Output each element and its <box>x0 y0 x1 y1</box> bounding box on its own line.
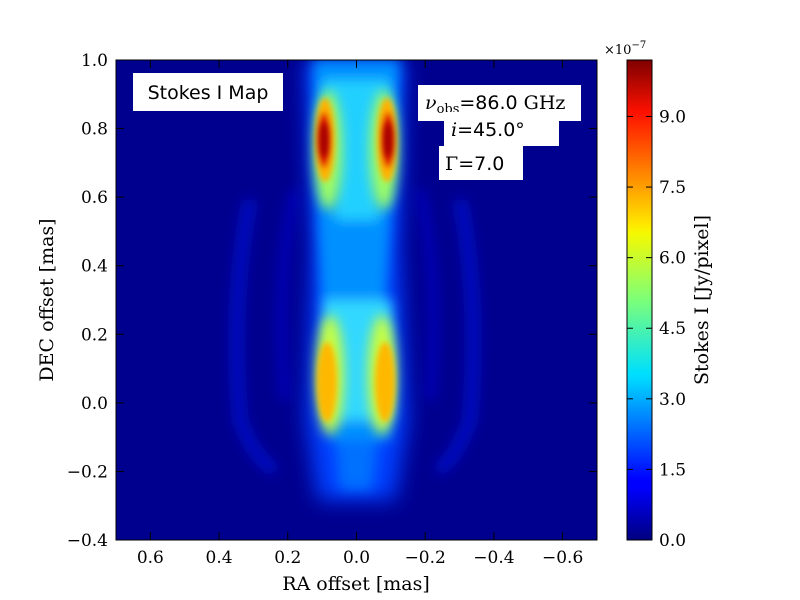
colorbar-tick-label: 7.5 <box>659 178 686 198</box>
incl-box <box>444 112 559 146</box>
colorbar-tick-label: 0.0 <box>659 531 686 551</box>
colorbar-label: Stokes I [Jy/pixel] <box>691 215 713 385</box>
freq-annotation: νobs=86.0 GHz <box>425 92 565 117</box>
colorbar-tick-label: 4.5 <box>659 319 686 339</box>
x-tick-label: 0.4 <box>206 548 233 568</box>
x-axis-label: RA offset [mas] <box>282 573 430 595</box>
y-tick-label: 0.8 <box>81 120 108 140</box>
y-tick-label: 0.6 <box>81 188 108 208</box>
title-box <box>133 73 283 111</box>
colorbar-tick-label: 9.0 <box>659 107 686 127</box>
y-tick-label: 0.2 <box>81 325 108 345</box>
y-tick-label: −0.4 <box>67 531 108 551</box>
x-tick-label: 0.6 <box>137 548 164 568</box>
colorbar-tick-label: 3.0 <box>659 390 686 410</box>
y-tick-label: −0.2 <box>67 462 108 482</box>
x-tick-label: −0.6 <box>542 548 583 568</box>
x-tick-label: 0.0 <box>343 548 370 568</box>
gamma-box <box>439 146 523 180</box>
colorbar-tick-label: 1.5 <box>659 460 686 480</box>
y-tick-label: 0.0 <box>81 394 108 414</box>
x-tick-label: −0.2 <box>405 548 446 568</box>
colorbar-multiplier: ×10−7 <box>604 40 646 58</box>
lorentz-annotation: Γ=7.0 <box>445 153 504 175</box>
x-tick-label: −0.4 <box>473 548 514 568</box>
colorbar <box>627 60 652 540</box>
x-tick-label: 0.2 <box>274 548 301 568</box>
colorbar-tick-label: 6.0 <box>659 249 686 269</box>
chart-title: Stokes I Map <box>148 82 269 104</box>
inclination-annotation: i=45.0° <box>451 119 525 141</box>
y-axis-label: DEC offset [mas] <box>36 218 58 381</box>
colorbar-frame <box>626 59 653 541</box>
y-tick-label: 0.4 <box>81 257 108 277</box>
y-tick-label: 1.0 <box>81 51 108 71</box>
